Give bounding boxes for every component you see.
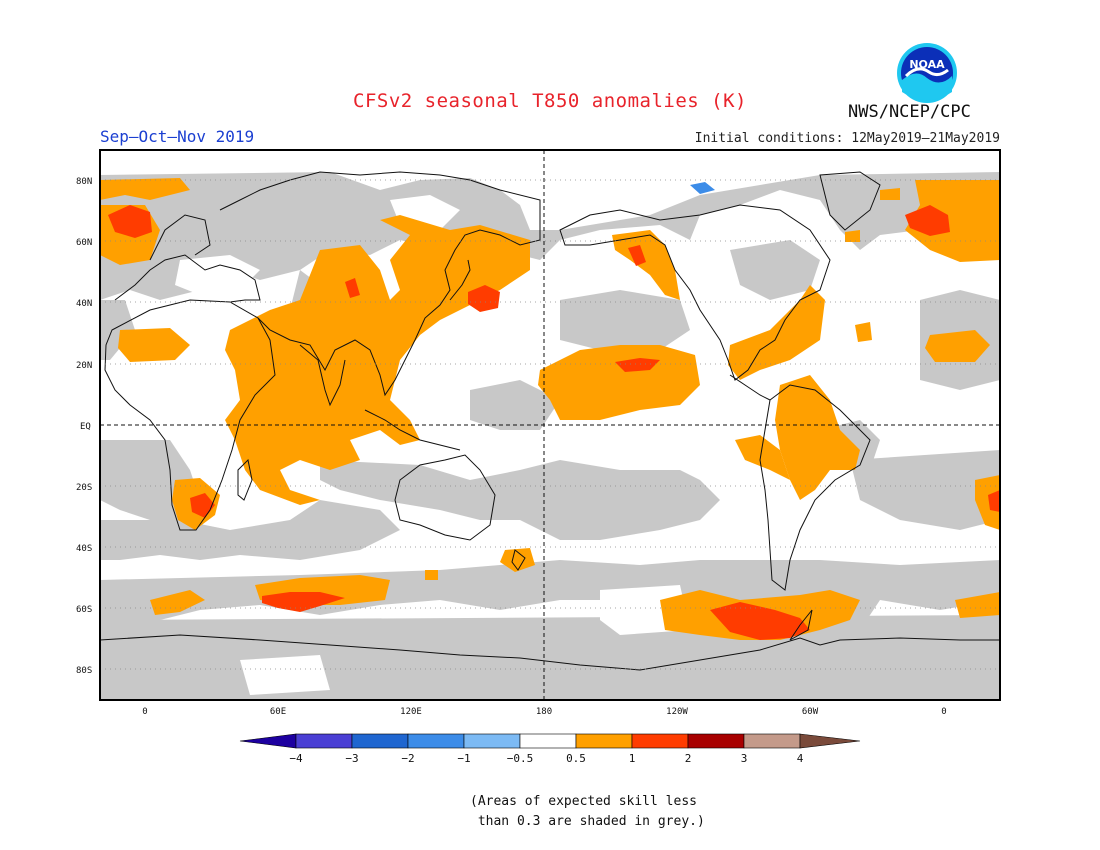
lat-label: 40S [76, 544, 92, 554]
map-frame [99, 149, 1001, 701]
map-title: CFSv2 seasonal T850 anomalies (K) [353, 90, 747, 112]
lon-label: 60W [802, 707, 819, 717]
lat-label: 20S [76, 483, 92, 493]
lat-label: 80S [76, 666, 92, 676]
colorbar-label: 3 [741, 752, 748, 765]
initial-conditions-label: Initial conditions: 12May2019–21May2019 [694, 131, 1000, 146]
lon-axis: 0 60E 120E 180 120W 60W 0 [142, 707, 946, 717]
colorbar-swatch [687, 733, 745, 749]
lat-label: 40N [76, 299, 92, 309]
lat-axis: 80N 60N 40N 20N EQ 20S 40S 60S 80S [76, 177, 92, 676]
lon-label: 0 [142, 707, 147, 717]
lat-label: 60S [76, 605, 92, 615]
svg-text:NOAA: NOAA [909, 58, 945, 71]
lat-label: 20N [76, 361, 92, 371]
colorbar-swatch [463, 733, 521, 749]
colorbar-label: 2 [685, 752, 692, 765]
lat-label: 80N [76, 177, 92, 187]
colorbar-label: −3 [345, 752, 358, 765]
colorbar: −4 −3 −2 −1 −0.5 0.5 1 2 3 4 [239, 733, 861, 765]
colorbar-label: −0.5 [507, 752, 534, 765]
lon-label: 180 [536, 707, 552, 717]
colorbar-swatch [519, 733, 577, 749]
lon-label: 120E [400, 707, 422, 717]
colorbar-swatch [743, 733, 801, 749]
colorbar-label: −4 [289, 752, 303, 765]
agency-label: NWS/NCEP/CPC [848, 102, 971, 122]
shading-layer [100, 171, 1000, 700]
lon-label: 0 [941, 707, 946, 717]
colorbar-swatch [631, 733, 689, 749]
colorbar-label: −2 [401, 752, 414, 765]
colorbar-swatch [575, 733, 633, 749]
skill-note: (Areas of expected skill less than 0.3 a… [470, 794, 705, 829]
colorbar-swatch [407, 733, 465, 749]
season-label: Sep–Oct–Nov 2019 [100, 127, 255, 146]
grid-lines [100, 150, 1000, 700]
lon-label: 120W [666, 707, 688, 717]
colorbar-label: 4 [797, 752, 804, 765]
lon-label: 60E [270, 707, 286, 717]
colorbar-arrow-low [239, 733, 297, 749]
lat-label: EQ [80, 422, 91, 432]
lat-label: 60N [76, 238, 92, 248]
colorbar-label: 1 [629, 752, 636, 765]
noaa-logo-icon: NOAA [897, 43, 957, 103]
colorbar-label: −1 [457, 752, 470, 765]
colorbar-arrow-high [799, 733, 861, 749]
colorbar-swatch [351, 733, 409, 749]
colorbar-label: 0.5 [566, 752, 586, 765]
colorbar-swatch [295, 733, 353, 749]
